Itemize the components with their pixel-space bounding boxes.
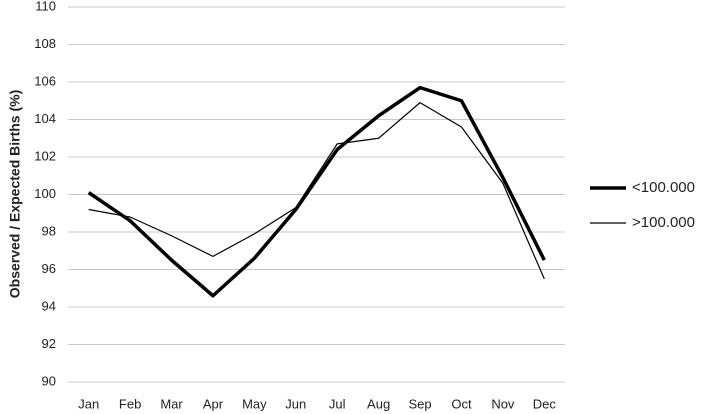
legend-label: <100.000	[632, 179, 695, 196]
y-tick-label: 102	[34, 148, 56, 163]
x-tick-label: Feb	[119, 396, 141, 411]
x-tick-label: Jul	[329, 396, 346, 411]
x-tick-label: Jan	[78, 396, 99, 411]
y-tick-label: 92	[42, 336, 56, 351]
y-tick-label: 100	[34, 186, 56, 201]
x-tick-label: Oct	[451, 396, 472, 411]
x-tick-label: Dec	[533, 396, 557, 411]
y-tick-label: 98	[42, 223, 56, 238]
x-tick-label: Aug	[367, 396, 390, 411]
series-line	[88, 102, 545, 280]
y-tick-label: 110	[35, 0, 56, 13]
y-tick-label: 104	[34, 111, 56, 126]
series-line	[87, 85, 546, 298]
y-tick-label: 108	[34, 36, 56, 51]
y-axis-label: Observed / Expected Births (%)	[7, 90, 23, 299]
y-tick-label: 96	[42, 261, 56, 276]
y-tick-label: 106	[34, 73, 56, 88]
x-tick-label: Nov	[491, 396, 515, 411]
y-tick-label: 94	[42, 298, 56, 313]
x-tick-label: May	[242, 396, 267, 411]
x-tick-label: Mar	[160, 396, 183, 411]
x-tick-label: Jun	[285, 396, 306, 411]
x-tick-label: Sep	[408, 396, 431, 411]
y-tick-label: 90	[42, 373, 56, 388]
x-tick-label: Apr	[203, 396, 224, 411]
legend-label: >100.000	[632, 214, 695, 231]
